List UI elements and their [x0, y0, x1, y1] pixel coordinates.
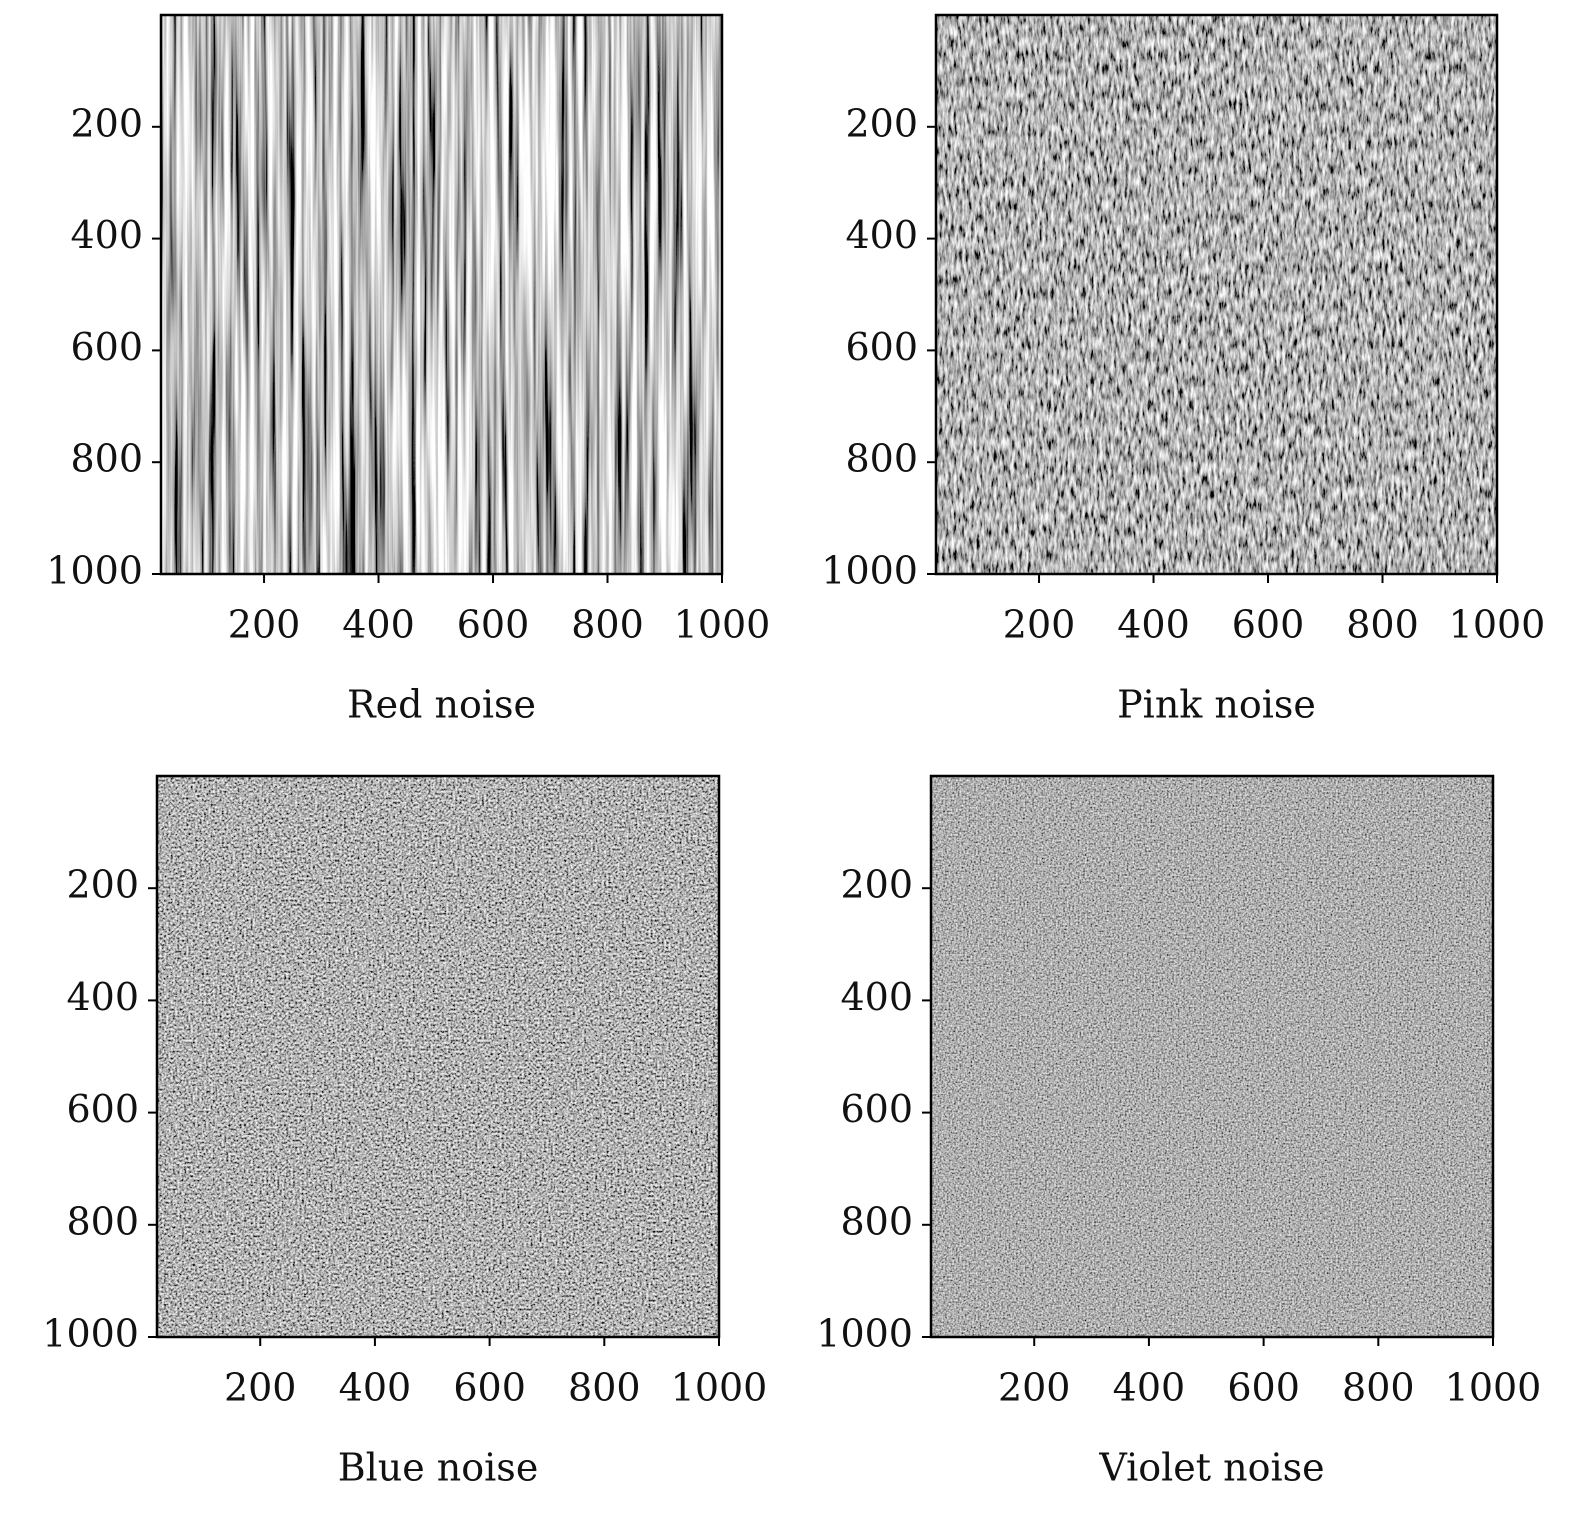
- y-tick-label: 800: [70, 437, 143, 481]
- noise-image: [936, 15, 1497, 574]
- x-tick-label: 200: [224, 1366, 297, 1410]
- x-tick-label: 400: [1117, 603, 1190, 647]
- x-tick-label: 600: [1227, 1366, 1300, 1410]
- y-tick-label: 400: [845, 213, 918, 257]
- noise-image: [931, 776, 1493, 1337]
- x-tick-label: 800: [1346, 603, 1419, 647]
- plot-frame: [155, 774, 721, 1339]
- x-tick-label: 600: [457, 603, 530, 647]
- y-tick-label: 1000: [42, 1312, 139, 1356]
- x-axis-label: Violet noise: [1098, 1446, 1324, 1490]
- y-tick-label: 200: [845, 101, 918, 145]
- y-tick-label: 200: [70, 101, 143, 145]
- x-tick-label: 1000: [1445, 1366, 1542, 1410]
- y-tick-label: 1000: [46, 549, 143, 593]
- y-tick-label: 400: [840, 975, 913, 1019]
- y-tick-label: 1000: [821, 549, 918, 593]
- y-tick-label: 600: [845, 325, 918, 369]
- x-tick-label: 600: [453, 1366, 526, 1410]
- y-tick-label: 600: [840, 1087, 913, 1131]
- plot-frame: [929, 774, 1495, 1339]
- x-tick-label: 400: [339, 1366, 412, 1410]
- x-tick-label: 200: [228, 603, 301, 647]
- y-tick-label: 800: [66, 1199, 139, 1243]
- y-tick-label: 200: [840, 863, 913, 907]
- y-tick-label: 800: [845, 437, 918, 481]
- plot-frame: [159, 13, 724, 576]
- y-tick-label: 1000: [816, 1312, 913, 1356]
- y-tick-label: 400: [66, 975, 139, 1019]
- y-tick-label: 600: [66, 1087, 139, 1131]
- x-tick-label: 400: [342, 603, 415, 647]
- y-tick-label: 800: [840, 1199, 913, 1243]
- y-tick-label: 600: [70, 325, 143, 369]
- x-tick-label: 1000: [674, 603, 771, 647]
- x-tick-label: 200: [1003, 603, 1076, 647]
- x-axis-label: Blue noise: [338, 1446, 539, 1490]
- x-tick-label: 400: [1113, 1366, 1186, 1410]
- x-tick-label: 200: [998, 1366, 1071, 1410]
- noise-image: [161, 15, 722, 574]
- x-axis-label: Red noise: [347, 683, 536, 727]
- x-tick-label: 800: [1342, 1366, 1415, 1410]
- y-tick-label: 400: [70, 213, 143, 257]
- x-tick-label: 800: [571, 603, 644, 647]
- noise-image: [157, 776, 719, 1337]
- x-axis-label: Pink noise: [1117, 683, 1316, 727]
- x-tick-label: 600: [1232, 603, 1305, 647]
- x-tick-label: 1000: [671, 1366, 768, 1410]
- x-tick-label: 1000: [1449, 603, 1546, 647]
- x-tick-label: 800: [568, 1366, 641, 1410]
- y-tick-label: 200: [66, 863, 139, 907]
- plot-frame: [934, 13, 1499, 576]
